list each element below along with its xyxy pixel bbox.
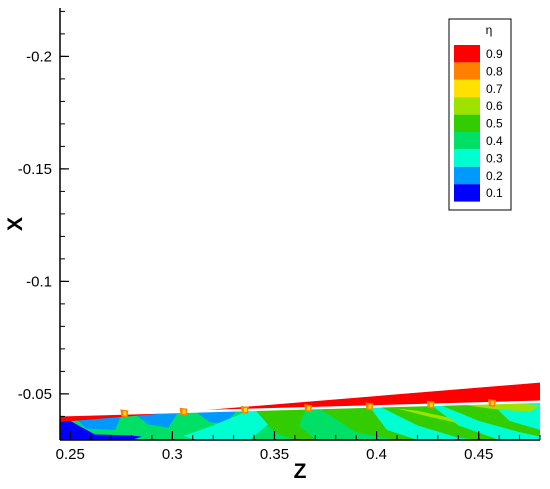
- hole-core-3: [307, 406, 311, 411]
- contour-region-0_5-7: [254, 406, 316, 440]
- legend-swatch: [454, 166, 480, 185]
- y-tick-label: -0.2: [26, 48, 52, 65]
- legend-label: 0.7: [486, 82, 503, 96]
- contour-region-0_2-2: [133, 411, 179, 428]
- legend-label: 0.4: [486, 134, 503, 148]
- y-axis-title: X: [4, 217, 27, 231]
- wall-edge: [60, 400, 540, 417]
- legend-title: η: [486, 23, 493, 37]
- contour-region-0_6-11: [458, 402, 540, 412]
- hole-core-2: [243, 408, 247, 413]
- x-axis-title: Z: [294, 460, 307, 483]
- hole-core-1: [182, 409, 186, 414]
- legend-swatch: [454, 45, 480, 63]
- legend-label: 0.8: [486, 64, 503, 78]
- hole-core-0: [123, 411, 127, 416]
- hole-core-5: [429, 402, 433, 407]
- y-tick-label: -0.05: [18, 386, 52, 403]
- contour-region-0_5-8: [315, 405, 418, 440]
- y-tick-label: -0.15: [18, 161, 52, 178]
- x-tick-label: 0.45: [464, 446, 493, 463]
- legend-label: 0.6: [486, 99, 503, 113]
- legend-swatch: [454, 184, 480, 202]
- hole-core-6: [491, 401, 495, 406]
- legend-swatch: [454, 62, 480, 80]
- legend-swatch: [454, 132, 480, 150]
- legend-label: 0.2: [486, 169, 503, 183]
- contour-region-0_6-12: [397, 408, 459, 424]
- contour-region-0_5-10: [437, 402, 540, 437]
- x-tick-label: 0.3: [162, 446, 183, 463]
- legend-label: 0.3: [486, 151, 503, 165]
- legend-label: 0.9: [486, 47, 503, 61]
- hole-core-4: [368, 404, 372, 409]
- contour-region-0_5-9: [376, 404, 500, 440]
- legend-swatch: [454, 79, 480, 98]
- legend-label: 0.5: [486, 117, 503, 131]
- legend: η 0.9 0.8 0.7 0.6 0.5 0.4 0.3 0.2 0.1: [448, 18, 512, 211]
- legend-swatch: [454, 97, 480, 115]
- x-tick-label: 0.4: [366, 446, 387, 463]
- x-tick-label: 0.25: [56, 446, 85, 463]
- contour-region-0_1-0: [60, 415, 173, 440]
- legend-swatch: [454, 114, 480, 132]
- contour-region-0_4-5: [131, 429, 197, 440]
- x-tick-label: 0.35: [260, 446, 289, 463]
- y-tick-label: -0.1: [26, 273, 52, 290]
- legend-swatch: [454, 149, 480, 167]
- contour-field: [60, 382, 540, 440]
- axes: 0.25 0.3 0.35 0.4 0.45 -0.05 -0.1 -0.15 -0.2: [18, 8, 541, 463]
- legend-label: 0.1: [486, 186, 503, 200]
